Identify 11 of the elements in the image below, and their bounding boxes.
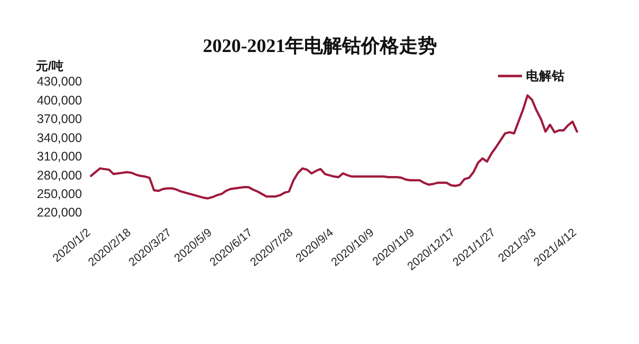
chart-title: 2020-2021年电解钴价格走势 [202,35,438,57]
y-tick-label: 250,000 [36,186,82,201]
y-tick-label: 220,000 [36,206,82,220]
legend-label: 电解钴 [526,69,565,83]
y-tick-label: 340,000 [36,130,82,145]
y-tick-label: 280,000 [36,168,82,182]
y-tick-label: 310,000 [36,150,82,164]
y-tick-label: 430,000 [36,74,82,89]
y-tick-label: 370,000 [36,112,82,126]
y-tick-label: 400,000 [36,93,82,108]
y-axis-title: 元/吨 [35,59,64,73]
